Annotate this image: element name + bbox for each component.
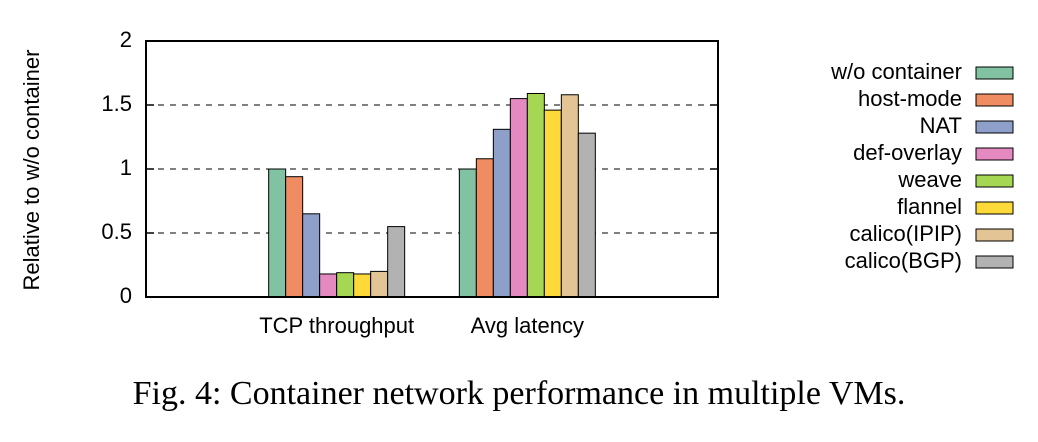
bar bbox=[458, 168, 477, 298]
y-tick-label: 2 bbox=[120, 27, 132, 52]
legend-label: NAT bbox=[920, 113, 962, 138]
bar bbox=[543, 109, 562, 298]
legend-swatch bbox=[975, 201, 1014, 215]
bar bbox=[560, 94, 579, 298]
y-tick-label: 0 bbox=[120, 283, 132, 308]
bar bbox=[302, 213, 321, 298]
legend-label: calico(BGP) bbox=[845, 248, 962, 273]
legend-swatch bbox=[975, 66, 1014, 80]
plot-frame bbox=[145, 40, 719, 298]
legend-swatch bbox=[975, 174, 1014, 188]
bar bbox=[336, 272, 355, 298]
bar bbox=[387, 226, 406, 298]
legend-swatch bbox=[975, 120, 1014, 134]
bar bbox=[353, 273, 372, 298]
legend-swatch bbox=[975, 93, 1014, 107]
bar bbox=[285, 176, 304, 298]
legend-label: def-overlay bbox=[853, 140, 962, 165]
legend-label: weave bbox=[897, 167, 962, 192]
y-tick-label: 1 bbox=[120, 155, 132, 180]
x-tick-label: Avg latency bbox=[471, 313, 584, 338]
x-tick-label: TCP throughput bbox=[259, 313, 414, 338]
bar bbox=[475, 158, 494, 298]
bar bbox=[268, 168, 287, 298]
bar bbox=[370, 270, 389, 298]
bar bbox=[577, 132, 596, 298]
legend-swatch bbox=[975, 147, 1014, 161]
bar bbox=[509, 98, 528, 298]
y-tick-label: 1.5 bbox=[101, 91, 132, 116]
legend-label: w/o container bbox=[830, 59, 962, 84]
legend-swatch bbox=[975, 255, 1014, 269]
bar bbox=[526, 92, 545, 298]
bar bbox=[492, 128, 511, 298]
bar bbox=[319, 273, 338, 298]
y-axis-label: Relative to w/o container bbox=[19, 50, 44, 291]
y-tick-label: 0.5 bbox=[101, 219, 132, 244]
legend-label: calico(IPIP) bbox=[850, 221, 962, 246]
legend-label: flannel bbox=[897, 194, 962, 219]
caption: Fig. 4: Container network performance in… bbox=[133, 375, 906, 412]
legend-swatch bbox=[975, 228, 1014, 242]
legend-label: host-mode bbox=[858, 86, 962, 111]
